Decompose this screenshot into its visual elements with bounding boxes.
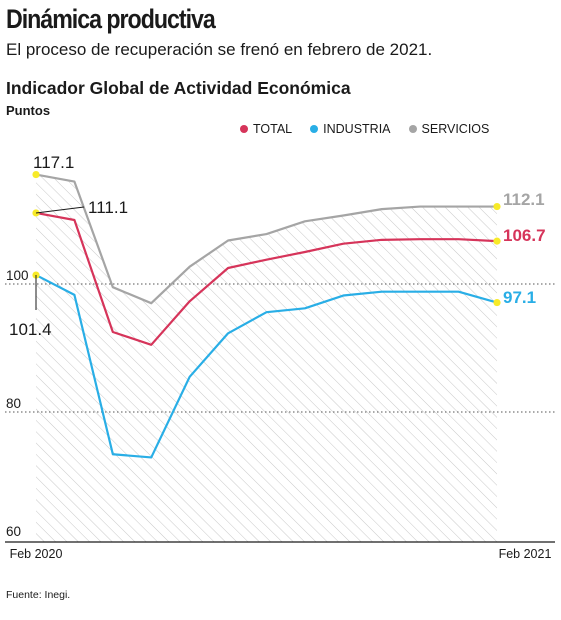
legend-item-servicios: SERVICIOS <box>408 122 490 136</box>
series-line-servicios <box>35 173 497 305</box>
y-tick-label-100: 100 <box>6 268 29 283</box>
legend-item-industria: INDUSTRIA <box>310 122 391 136</box>
source-note: Fuente: Inegi. <box>6 589 71 601</box>
marker-total-end <box>493 237 501 245</box>
series-line-total <box>35 211 498 346</box>
legend-label-servicios: SERVICIOS <box>421 122 490 136</box>
legend-dot-industria <box>310 125 319 133</box>
legend-dot-total <box>240 125 248 133</box>
headline: Dinámica productiva <box>6 4 216 34</box>
legend-item-total: TOTAL <box>240 122 292 136</box>
marker-servicios-end <box>493 202 501 211</box>
legend-dot-servicios <box>408 125 417 133</box>
marker-industria-end <box>493 298 501 307</box>
legend-label-total: TOTAL <box>253 122 293 136</box>
label-servicios-end: 112.1 <box>503 190 545 209</box>
label-servicios-start: 117.1 <box>33 153 74 172</box>
legend-label-industria: INDUSTRIA <box>323 122 391 136</box>
label-industria-start: 101.4 <box>9 320 52 339</box>
chart-title: Indicador Global de Actividad Económica <box>6 78 351 98</box>
label-industria-end: 97.1 <box>503 288 536 307</box>
label-total-start: 111.1 <box>88 198 128 217</box>
marker-servicios-start <box>32 170 40 179</box>
x-tick-label-start: Feb 2020 <box>10 547 63 561</box>
legend: TOTAL INDUSTRIA SERVICIOS <box>240 122 489 136</box>
series-line-industria <box>35 274 498 459</box>
hatched-area <box>36 174 497 542</box>
y-tick-label-60: 60 <box>6 524 21 539</box>
leader-total-start <box>35 206 85 214</box>
x-tick-label-end: Feb 2021 <box>499 547 552 561</box>
subtitle: El proceso de recuperación se frenó en f… <box>6 40 433 59</box>
y-tick-label-80: 80 <box>6 396 21 411</box>
label-total-end: 106.7 <box>503 226 546 245</box>
y-unit-label: Puntos <box>6 103 51 118</box>
